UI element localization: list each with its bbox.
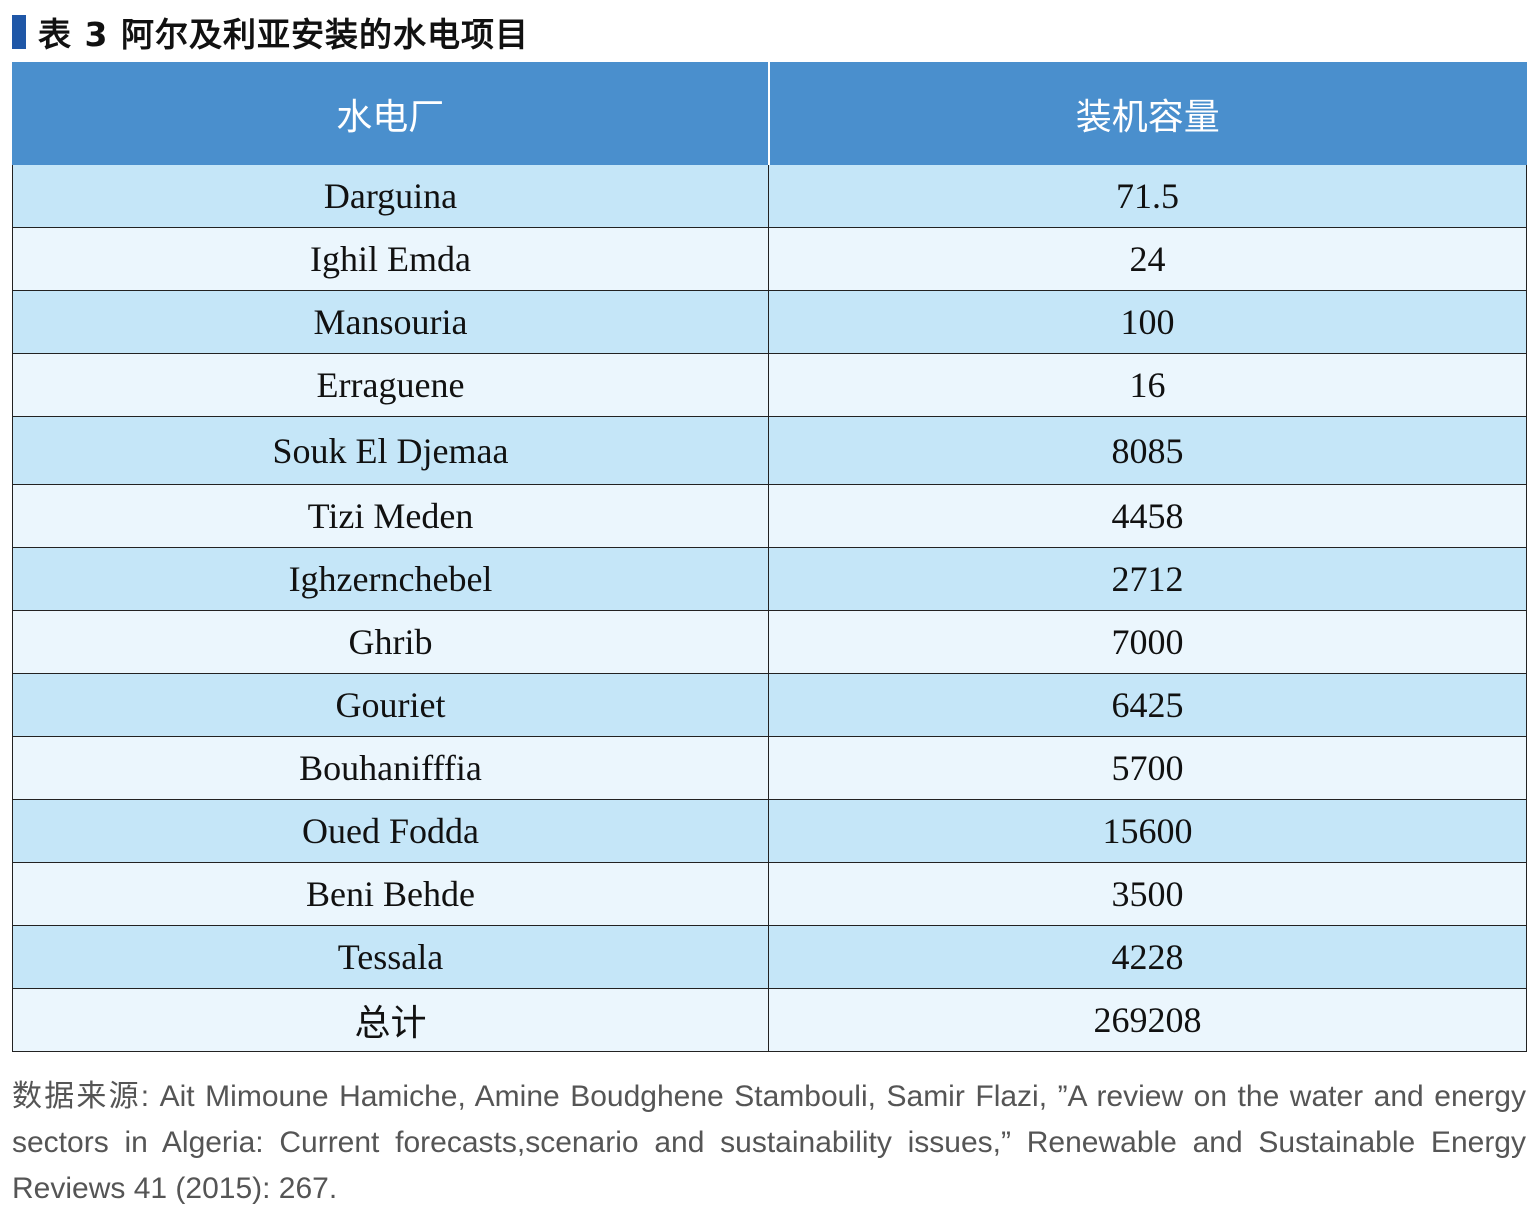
capacity-value: 71.5 — [768, 164, 1527, 228]
plant-name: Mansouria — [12, 290, 769, 354]
plant-name: Ighzernchebel — [12, 547, 769, 611]
capacity-value: 15600 — [768, 799, 1527, 863]
capacity-value: 8085 — [768, 416, 1527, 485]
table-row: Ighzernchebel 2712 — [12, 547, 1527, 611]
capacity-value: 2712 — [768, 547, 1527, 611]
plant-name: Tizi Meden — [12, 484, 769, 548]
source-note: 数据来源: Ait Mimoune Hamiche, Amine Boudghe… — [12, 1080, 1526, 1205]
plant-name: Erraguene — [12, 353, 769, 417]
table-row: Bouhanifffia 5700 — [12, 736, 1527, 800]
header-capacity: 装机容量 — [767, 62, 1527, 165]
table-row: Tizi Meden 4458 — [12, 484, 1527, 548]
title-text: 表 3 阿尔及利亚安装的水电项目 — [38, 15, 529, 54]
total-value: 269208 — [768, 988, 1527, 1052]
plant-name: Bouhanifffia — [12, 736, 769, 800]
table-row: Darguina 71.5 — [12, 164, 1527, 228]
capacity-value: 7000 — [768, 610, 1527, 674]
total-row: 总计 269208 — [12, 988, 1527, 1052]
plant-name: Oued Fodda — [12, 799, 769, 863]
title-marker — [12, 15, 26, 49]
table-title: 表 3 阿尔及利亚安装的水电项目 — [12, 12, 529, 54]
capacity-value: 24 — [768, 227, 1527, 291]
table-row: Ighil Emda 24 — [12, 227, 1527, 291]
total-label: 总计 — [12, 988, 769, 1052]
plant-name: Gouriet — [12, 673, 769, 737]
table-row: Gouriet 6425 — [12, 673, 1527, 737]
plant-name: Beni Behde — [12, 862, 769, 926]
capacity-value: 16 — [768, 353, 1527, 417]
table-row: Beni Behde 3500 — [12, 862, 1527, 926]
plant-name: Darguina — [12, 164, 769, 228]
table-row: Mansouria 100 — [12, 290, 1527, 354]
table-row: Ghrib 7000 — [12, 610, 1527, 674]
plant-name: Tessala — [12, 925, 769, 989]
table-row: Erraguene 16 — [12, 353, 1527, 417]
table-row: Oued Fodda 15600 — [12, 799, 1527, 863]
plant-name: Ghrib — [12, 610, 769, 674]
capacity-value: 4228 — [768, 925, 1527, 989]
table-row: Souk El Djemaa 8085 — [12, 416, 1527, 485]
hydropower-table: 水电厂 装机容量 Darguina 71.5 Ighil Emda 24 Man… — [12, 62, 1527, 1052]
header-plant: 水电厂 — [12, 62, 769, 165]
capacity-value: 5700 — [768, 736, 1527, 800]
capacity-value: 4458 — [768, 484, 1527, 548]
plant-name: Ighil Emda — [12, 227, 769, 291]
table-row: Tessala 4228 — [12, 925, 1527, 989]
capacity-value: 6425 — [768, 673, 1527, 737]
capacity-value: 3500 — [768, 862, 1527, 926]
capacity-value: 100 — [768, 290, 1527, 354]
plant-name: Souk El Djemaa — [12, 416, 769, 485]
header-row: 水电厂 装机容量 — [12, 62, 1527, 165]
